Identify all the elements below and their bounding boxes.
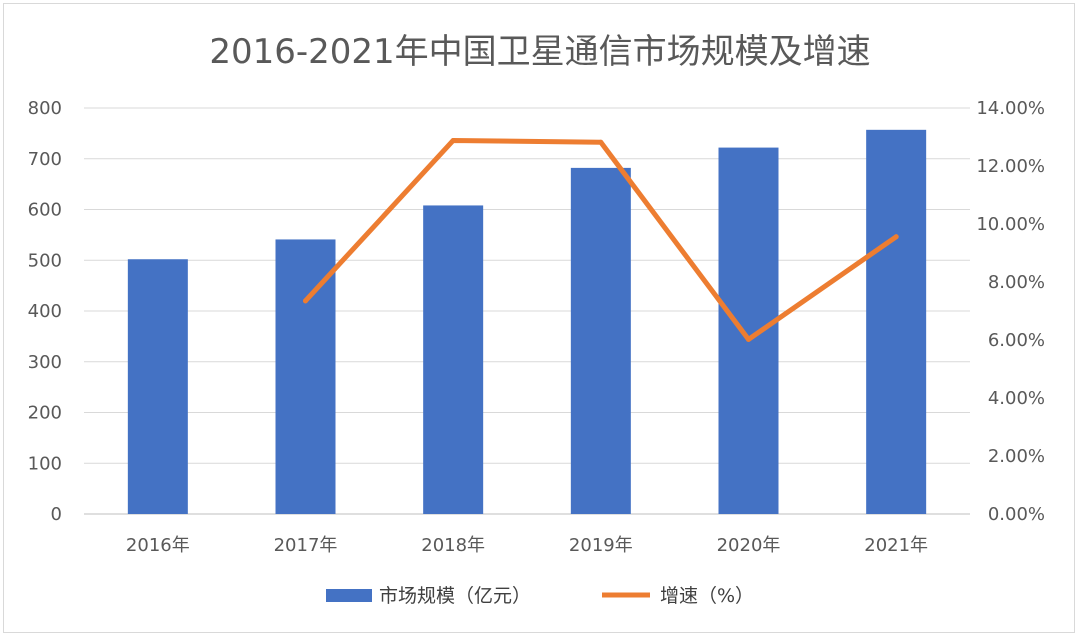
line-series <box>303 137 899 342</box>
x-tick-label: 2016年 <box>126 535 190 556</box>
bar <box>718 147 779 514</box>
x-tick-label: 2019年 <box>569 535 633 556</box>
bar <box>423 205 484 514</box>
bar <box>127 259 188 514</box>
x-tick-label: 2021年 <box>864 535 928 556</box>
left-tick-label: 600 <box>28 200 62 221</box>
left-tick-label: 700 <box>28 149 62 170</box>
bar <box>275 239 336 514</box>
right-tick-label: 8.00% <box>988 272 1045 293</box>
right-tick-label: 0.00% <box>988 504 1045 525</box>
bar-series <box>127 129 927 514</box>
left-tick-label: 200 <box>28 403 62 424</box>
right-tick-label: 6.00% <box>988 330 1045 351</box>
line-point <box>303 298 308 304</box>
left-tick-label: 300 <box>28 352 62 373</box>
legend: 市场规模（亿元） 增速（%） <box>326 585 754 607</box>
left-tick-label: 0 <box>51 504 62 525</box>
line-point <box>746 336 751 342</box>
left-tick-label: 800 <box>28 98 62 119</box>
left-axis-ticks: 0 100 200 300 400 500 600 700 800 <box>28 98 62 525</box>
line-point <box>450 137 456 143</box>
legend-bar-swatch <box>326 589 372 602</box>
right-tick-label: 12.00% <box>976 156 1045 177</box>
chart-title: 2016-2021年中国卫星通信市场规模及增速 <box>209 32 870 72</box>
x-tick-label: 2020年 <box>717 535 781 556</box>
left-tick-label: 400 <box>28 301 62 322</box>
right-tick-label: 4.00% <box>988 388 1045 409</box>
line-point <box>893 234 899 240</box>
left-tick-label: 100 <box>28 453 62 474</box>
x-axis-ticks: 2016年 2017年 2018年 2019年 2020年 2021年 <box>126 535 928 556</box>
x-tick-label: 2017年 <box>274 535 338 556</box>
right-tick-label: 10.00% <box>976 214 1045 235</box>
legend-line-label: 增速（%） <box>660 585 754 607</box>
bar <box>570 167 631 514</box>
x-tick-label: 2018年 <box>421 535 485 556</box>
right-tick-label: 14.00% <box>976 98 1045 119</box>
gridlines <box>84 107 970 515</box>
legend-bar-label: 市场规模（亿元） <box>379 585 531 607</box>
right-tick-label: 2.00% <box>988 446 1045 467</box>
line-point <box>598 139 604 145</box>
bar <box>866 129 927 514</box>
left-tick-label: 500 <box>28 250 62 271</box>
right-axis-ticks: 0.00% 2.00% 4.00% 6.00% 8.00% 10.00% 12.00% 14.… <box>976 98 1045 525</box>
